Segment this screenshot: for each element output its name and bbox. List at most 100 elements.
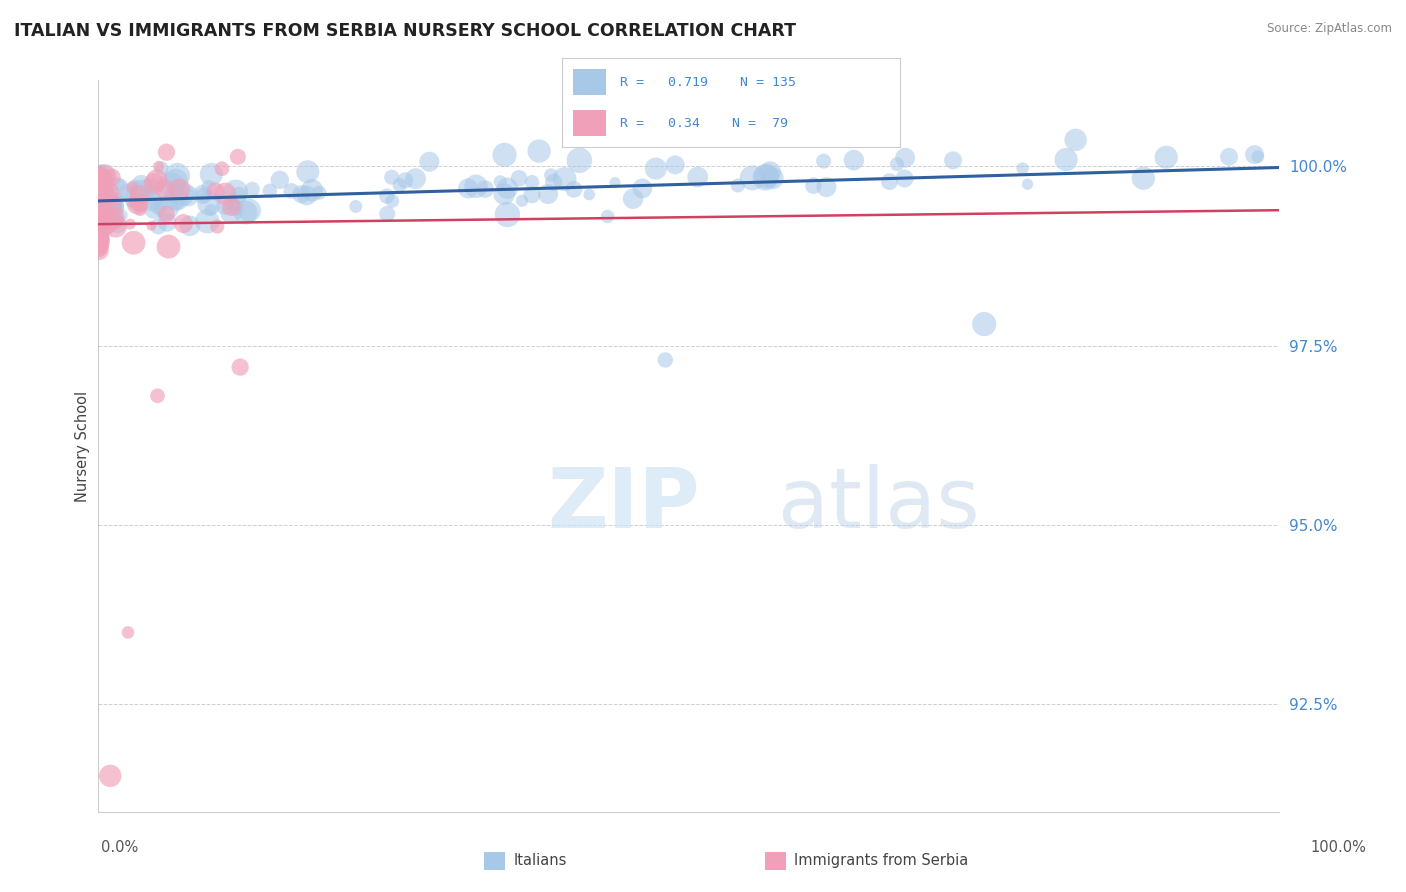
Point bbox=[381, 170, 404, 185]
Point bbox=[893, 171, 915, 186]
Point bbox=[165, 195, 187, 210]
Point bbox=[159, 178, 181, 193]
Point bbox=[117, 186, 139, 200]
Point bbox=[90, 189, 112, 203]
Point bbox=[141, 219, 163, 233]
Point bbox=[543, 176, 565, 190]
Point bbox=[191, 187, 214, 202]
Point bbox=[165, 183, 187, 197]
Point bbox=[87, 194, 110, 208]
Point bbox=[143, 201, 166, 215]
Point bbox=[540, 168, 562, 182]
Point bbox=[91, 215, 114, 229]
Point bbox=[664, 158, 686, 172]
Text: Italians: Italians bbox=[513, 854, 567, 868]
Point bbox=[89, 202, 111, 216]
Point bbox=[759, 165, 782, 179]
Point bbox=[179, 219, 201, 233]
FancyBboxPatch shape bbox=[572, 69, 606, 95]
Text: Immigrants from Serbia: Immigrants from Serbia bbox=[794, 854, 969, 868]
Point bbox=[105, 215, 128, 229]
Point bbox=[91, 201, 114, 215]
Point bbox=[129, 197, 152, 211]
Point bbox=[198, 196, 221, 211]
Text: ITALIAN VS IMMIGRANTS FROM SERBIA NURSERY SCHOOL CORRELATION CHART: ITALIAN VS IMMIGRANTS FROM SERBIA NURSER… bbox=[14, 22, 796, 40]
Point bbox=[91, 188, 114, 202]
Point bbox=[496, 207, 519, 221]
Point bbox=[207, 219, 229, 234]
Point bbox=[193, 187, 215, 202]
Point bbox=[94, 169, 117, 183]
Point bbox=[686, 169, 709, 184]
Point bbox=[128, 188, 150, 202]
Point bbox=[219, 206, 242, 220]
Point bbox=[87, 242, 110, 256]
Point bbox=[150, 161, 173, 175]
Point bbox=[94, 218, 117, 232]
Point bbox=[942, 153, 965, 168]
Point bbox=[87, 205, 110, 219]
Point bbox=[89, 202, 111, 217]
Point bbox=[105, 193, 128, 207]
Point bbox=[165, 191, 187, 205]
Point bbox=[301, 183, 323, 197]
Point bbox=[87, 214, 110, 228]
Point bbox=[240, 182, 263, 196]
Point bbox=[166, 169, 188, 183]
Point bbox=[125, 197, 148, 211]
Point bbox=[111, 208, 134, 222]
Point bbox=[120, 217, 142, 231]
Point bbox=[87, 196, 110, 211]
Point bbox=[1218, 150, 1240, 164]
Point bbox=[89, 239, 111, 253]
Point bbox=[308, 186, 330, 200]
Point bbox=[621, 192, 644, 206]
Point bbox=[122, 193, 145, 207]
Point bbox=[177, 189, 200, 203]
Point bbox=[87, 197, 110, 211]
Point bbox=[172, 217, 194, 231]
Point bbox=[508, 171, 530, 186]
Point bbox=[596, 210, 619, 224]
Point bbox=[1243, 147, 1265, 161]
Point bbox=[91, 186, 114, 201]
Point bbox=[474, 182, 496, 196]
Point bbox=[894, 151, 917, 165]
Point bbox=[494, 187, 516, 202]
Point bbox=[89, 163, 111, 178]
Point bbox=[225, 185, 247, 199]
Point bbox=[214, 186, 236, 201]
Point bbox=[886, 157, 908, 171]
Point bbox=[214, 198, 236, 212]
Point bbox=[1054, 153, 1077, 167]
Point bbox=[87, 189, 110, 203]
Point bbox=[87, 188, 110, 202]
Point bbox=[87, 199, 110, 213]
Point bbox=[141, 194, 163, 208]
Point bbox=[375, 207, 398, 221]
Point bbox=[98, 186, 121, 200]
Point bbox=[1154, 150, 1177, 164]
Point bbox=[457, 181, 479, 195]
Point bbox=[226, 150, 249, 164]
Point bbox=[229, 360, 252, 375]
Text: 100.0%: 100.0% bbox=[1310, 840, 1367, 855]
Point bbox=[87, 196, 110, 211]
Point bbox=[98, 769, 121, 783]
Point bbox=[89, 182, 111, 196]
Point bbox=[280, 184, 302, 198]
Point bbox=[211, 161, 233, 176]
Point bbox=[87, 222, 110, 236]
Point bbox=[1017, 178, 1039, 192]
Point bbox=[90, 196, 112, 211]
Point bbox=[755, 169, 778, 183]
Point bbox=[122, 235, 145, 250]
Point bbox=[603, 176, 626, 190]
Point bbox=[105, 183, 128, 197]
Point bbox=[87, 232, 110, 246]
Point bbox=[87, 212, 110, 227]
Point bbox=[813, 154, 835, 169]
Y-axis label: Nursery School: Nursery School bbox=[75, 391, 90, 501]
Point bbox=[148, 160, 170, 174]
Text: ZIP: ZIP bbox=[547, 464, 700, 545]
